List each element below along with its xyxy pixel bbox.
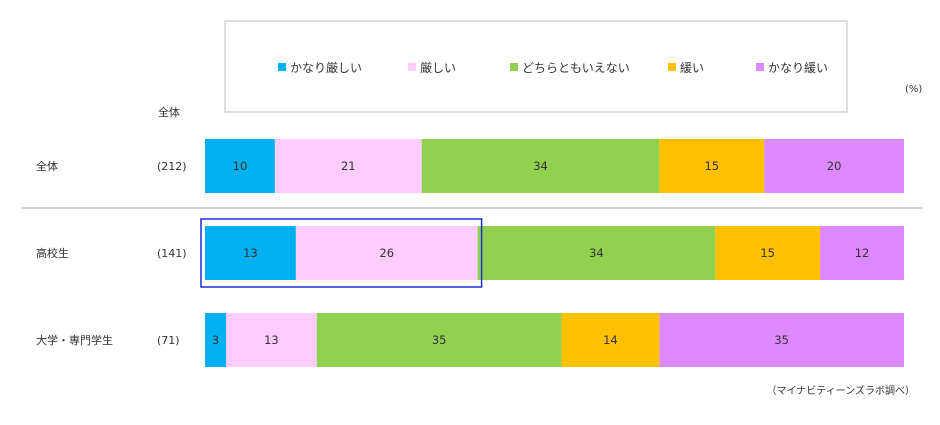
bar-value-2-4: 15 [760,246,775,260]
bar-value-3-4: 14 [603,333,618,347]
bar-segment-2-1 [205,226,296,280]
legend-label-1: かなり厳しい [290,61,362,75]
legend-label-2: 厳しい [420,61,456,75]
bar-value-1-3: 34 [533,159,548,173]
bar-value-2-3: 34 [589,246,604,260]
column-header: 全体 [158,105,180,119]
legend-swatch-4 [668,63,676,71]
bar-segment-3-2 [225,313,317,367]
source-note: （マイナビティーンズラボ調べ） [767,384,916,397]
legend-label-3: どちらともいえない [522,61,630,75]
bar-segment-3-3 [316,313,562,367]
legend-swatch-2 [408,63,416,71]
bar-value-3-5: 35 [774,333,789,347]
bar-value-1-4: 15 [704,159,719,173]
bar-value-2-1: 13 [243,246,258,260]
bar-segment-2-3 [477,226,716,280]
bar-value-1-5: 20 [827,159,842,173]
legend-swatch-5 [756,63,764,71]
legend-label-5: かなり緩い [768,61,828,75]
bar-segment-2-2 [295,226,478,280]
bar-segment-1-1 [205,139,275,193]
row-label-2: 高校生 [36,246,69,260]
legend-box [224,20,848,113]
bar-segment-1-4 [659,139,765,193]
bar-value-1-1: 10 [233,159,248,173]
bar-segment-3-4 [561,313,660,367]
bar-value-2-5: 12 [855,246,870,260]
legend-swatch-3 [510,63,518,71]
row-label-3: 大学・専門学生 [36,333,113,347]
bar-value-2-2: 26 [379,246,394,260]
legend-swatch-1 [278,63,286,71]
bar-value-3-3: 35 [432,333,447,347]
row-count-2: (141) [157,247,187,260]
row-count-3: (71) [157,334,180,347]
row-label-1: 全体 [36,159,58,173]
bar-segment-1-3 [421,139,660,193]
bar-value-1-2: 21 [341,159,356,173]
bar-value-3-2: 13 [264,333,279,347]
chart-rows: 全体 (212) 10 21 34 15 20 高校生 (141) 13 26 34 15 12 大学・専門… [36,139,904,367]
bar-segment-3-5 [659,313,904,367]
highlight-box [200,218,483,288]
unit-label: (%) [905,84,922,95]
bar-value-3-1: 3 [212,333,219,347]
bar-segment-1-2 [274,139,422,193]
bar-segment-2-4 [715,226,821,280]
row-count-1: (212) [157,160,187,173]
bar-segment-2-5 [820,226,904,280]
legend-label-4: 緩い [680,61,704,75]
legend: かなり厳しい 厳しい どちらともいえない 緩い かなり緩い [278,61,828,75]
bar-segment-3-1 [205,313,226,367]
bar-segment-1-5 [764,139,904,193]
